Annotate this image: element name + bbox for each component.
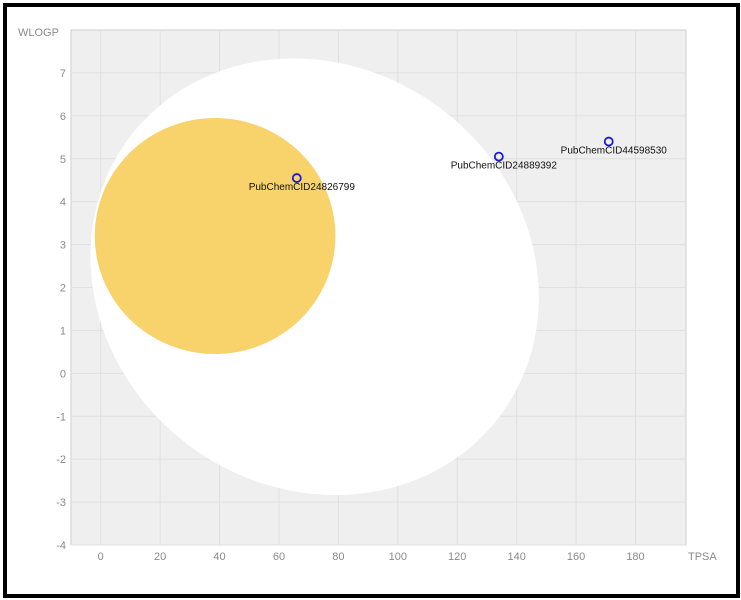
x-axis-title: TPSA xyxy=(688,551,717,563)
data-points: PubChemCID24826799 PubChemCID24889392PubC… xyxy=(249,136,668,193)
axis-ticks: 0 20 40 60 80 100 120 140 160 180 -4 -3 -2 -1 0 1 2 3 4 5 6 7 xyxy=(56,68,644,563)
y-tick-label: 7 xyxy=(60,68,66,80)
y-tick-label: 0 xyxy=(60,368,66,380)
y-tick-label: 4 xyxy=(60,197,66,209)
y-tick-label: 5 xyxy=(60,154,66,166)
y-tick-label: -2 xyxy=(56,454,66,466)
point-label: PubChemCID44598530 xyxy=(561,146,668,157)
y-tick-label: -4 xyxy=(56,540,66,552)
x-tick-label: 140 xyxy=(507,551,525,563)
y-tick-label: 3 xyxy=(60,240,66,252)
point-label: PubChemCID24889392 xyxy=(451,161,558,172)
region-layer xyxy=(90,58,539,496)
yolk-region xyxy=(94,117,336,355)
y-tick-label: -1 xyxy=(56,411,66,423)
y-tick-label: 1 xyxy=(60,325,66,337)
x-tick-label: 120 xyxy=(448,551,466,563)
data-point xyxy=(291,173,302,183)
x-tick-label: 40 xyxy=(213,551,225,563)
data-point xyxy=(603,136,614,147)
data-point xyxy=(493,151,504,162)
x-tick-label: 20 xyxy=(154,551,166,563)
x-tick-label: 160 xyxy=(567,551,585,563)
x-tick-label: 80 xyxy=(332,551,344,563)
x-tick-label: 180 xyxy=(626,551,644,563)
x-tick-label: 0 xyxy=(98,551,104,563)
y-axis-title: WLOGP xyxy=(18,27,59,39)
x-tick-label: 60 xyxy=(273,551,285,563)
x-tick-label: 100 xyxy=(389,551,407,563)
y-tick-label: 2 xyxy=(60,283,66,295)
y-tick-label: 6 xyxy=(60,111,66,123)
y-tick-label: -3 xyxy=(56,497,66,509)
point-label: PubChemCID24826799 xyxy=(249,182,356,193)
